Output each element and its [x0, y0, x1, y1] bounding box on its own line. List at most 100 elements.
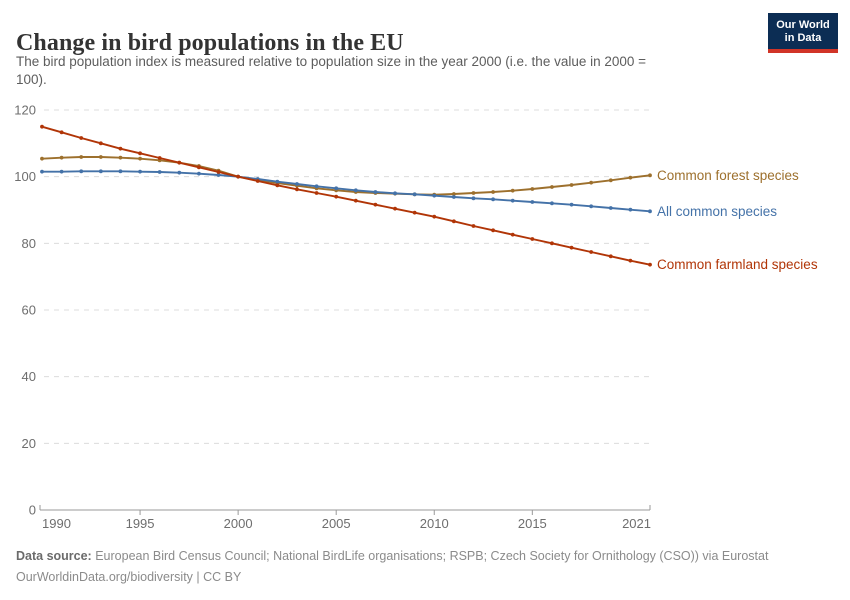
data-point-all-common-species[interactable]: [216, 173, 221, 177]
data-point-common-farmland-species[interactable]: [255, 179, 260, 183]
y-tick-label: 0: [29, 503, 36, 518]
data-point-all-common-species[interactable]: [59, 169, 64, 174]
series-line-common-farmland-species[interactable]: [41, 125, 651, 266]
y-tick-label: 60: [22, 303, 36, 318]
data-point-all-common-species[interactable]: [471, 196, 476, 201]
data-point-all-common-species[interactable]: [157, 170, 162, 174]
y-tick-label: 80: [22, 236, 36, 251]
data-point-common-farmland-species[interactable]: [530, 237, 535, 241]
chart-subtitle-line1: The bird population index is measured re…: [16, 54, 647, 69]
data-point-all-common-species[interactable]: [334, 186, 339, 191]
data-point-common-farmland-species[interactable]: [451, 219, 456, 224]
data-point-common-forest-species[interactable]: [608, 178, 613, 183]
data-point-common-forest-species[interactable]: [138, 156, 142, 161]
data-point-common-farmland-species[interactable]: [412, 210, 417, 215]
x-tick-label: 2015: [518, 516, 547, 531]
data-point-common-farmland-species[interactable]: [275, 183, 280, 188]
data-point-all-common-species[interactable]: [197, 171, 201, 176]
citation-link-line[interactable]: OurWorldinData.org/biodiversity | CC BY: [16, 570, 242, 584]
y-tick-label: 120: [14, 103, 36, 118]
x-tick-label: 2000: [224, 516, 253, 531]
data-point-all-common-species[interactable]: [138, 169, 142, 174]
data-point-all-common-species[interactable]: [353, 188, 358, 193]
data-point-common-farmland-species[interactable]: [471, 224, 476, 228]
data-point-common-farmland-species[interactable]: [98, 141, 103, 146]
data-point-all-common-species[interactable]: [98, 169, 103, 174]
series-line-all-common-species[interactable]: [41, 170, 651, 213]
data-point-common-forest-species[interactable]: [491, 190, 495, 194]
data-point-common-farmland-species[interactable]: [393, 206, 397, 211]
data-point-all-common-species[interactable]: [510, 198, 515, 203]
data-point-all-common-species[interactable]: [550, 201, 554, 206]
y-tick-label: 20: [22, 436, 36, 451]
data-point-common-forest-species[interactable]: [98, 155, 103, 159]
data-point-common-farmland-species[interactable]: [569, 245, 574, 250]
data-point-common-farmland-species[interactable]: [353, 198, 358, 203]
data-point-common-forest-species[interactable]: [589, 180, 594, 185]
data-point-common-forest-species[interactable]: [118, 155, 123, 160]
data-point-common-forest-species[interactable]: [40, 156, 44, 161]
data-point-all-common-species[interactable]: [118, 169, 123, 174]
data-point-all-common-species[interactable]: [79, 169, 84, 174]
data-point-common-forest-species[interactable]: [550, 185, 554, 189]
data-point-all-common-species[interactable]: [412, 192, 417, 197]
data-point-all-common-species[interactable]: [393, 191, 397, 196]
series-line-common-forest-species[interactable]: [41, 156, 651, 196]
data-point-common-farmland-species[interactable]: [216, 170, 221, 174]
data-point-common-farmland-species[interactable]: [157, 156, 162, 160]
data-point-all-common-species[interactable]: [451, 195, 456, 199]
data-point-common-forest-species[interactable]: [569, 183, 574, 187]
data-point-common-farmland-species[interactable]: [608, 254, 613, 259]
data-point-common-farmland-species[interactable]: [59, 130, 64, 135]
data-point-all-common-species[interactable]: [177, 170, 182, 175]
data-point-all-common-species[interactable]: [589, 204, 594, 209]
data-point-all-common-species[interactable]: [40, 169, 44, 174]
data-point-common-farmland-species[interactable]: [177, 160, 182, 165]
data-point-common-forest-species[interactable]: [628, 175, 633, 180]
page-title: Change in bird populations in the EU: [16, 30, 404, 57]
data-point-all-common-species[interactable]: [373, 190, 378, 194]
data-point-all-common-species[interactable]: [432, 193, 437, 198]
data-point-common-farmland-species[interactable]: [648, 262, 652, 267]
data-point-common-farmland-species[interactable]: [334, 194, 339, 199]
data-point-common-forest-species[interactable]: [59, 155, 64, 160]
data-point-all-common-species[interactable]: [628, 207, 633, 212]
data-point-all-common-species[interactable]: [295, 182, 299, 186]
data-point-common-forest-species[interactable]: [648, 173, 652, 178]
owid-logo[interactable]: Our World in Data: [768, 13, 838, 53]
data-point-common-forest-species[interactable]: [530, 187, 535, 191]
data-point-common-farmland-species[interactable]: [236, 174, 241, 179]
data-point-all-common-species[interactable]: [608, 206, 613, 210]
data-source-line: Data source: European Bird Census Counci…: [16, 546, 836, 566]
data-point-all-common-species[interactable]: [648, 209, 652, 214]
data-point-common-farmland-species[interactable]: [40, 124, 44, 129]
data-point-common-forest-species[interactable]: [79, 155, 84, 159]
data-point-common-forest-species[interactable]: [471, 191, 476, 195]
owid-logo-line2: in Data: [784, 32, 822, 44]
data-point-common-farmland-species[interactable]: [510, 232, 515, 237]
data-point-common-forest-species[interactable]: [510, 188, 515, 193]
data-source-label: Data source:: [16, 549, 92, 563]
data-point-common-farmland-species[interactable]: [79, 136, 84, 140]
data-point-common-farmland-species[interactable]: [118, 146, 123, 151]
owid-logo-line1: Our World: [776, 19, 830, 31]
data-point-common-farmland-species[interactable]: [491, 228, 495, 233]
data-point-all-common-species[interactable]: [530, 200, 535, 204]
data-point-common-farmland-species[interactable]: [589, 250, 594, 254]
data-point-all-common-species[interactable]: [275, 179, 280, 184]
data-point-common-farmland-species[interactable]: [197, 165, 201, 170]
data-point-common-farmland-species[interactable]: [628, 258, 633, 263]
data-point-all-common-species[interactable]: [491, 197, 495, 202]
data-point-common-farmland-species[interactable]: [295, 187, 299, 192]
data-point-common-forest-species[interactable]: [451, 192, 456, 196]
data-point-all-common-species[interactable]: [569, 202, 574, 207]
data-point-common-farmland-species[interactable]: [314, 191, 319, 195]
series-label-all-common-species: All common species: [657, 204, 777, 219]
data-point-common-farmland-species[interactable]: [550, 241, 554, 246]
data-point-common-farmland-species[interactable]: [432, 214, 437, 219]
data-point-common-farmland-species[interactable]: [138, 151, 142, 156]
data-point-all-common-species[interactable]: [314, 184, 319, 189]
data-point-common-farmland-species[interactable]: [373, 202, 378, 207]
